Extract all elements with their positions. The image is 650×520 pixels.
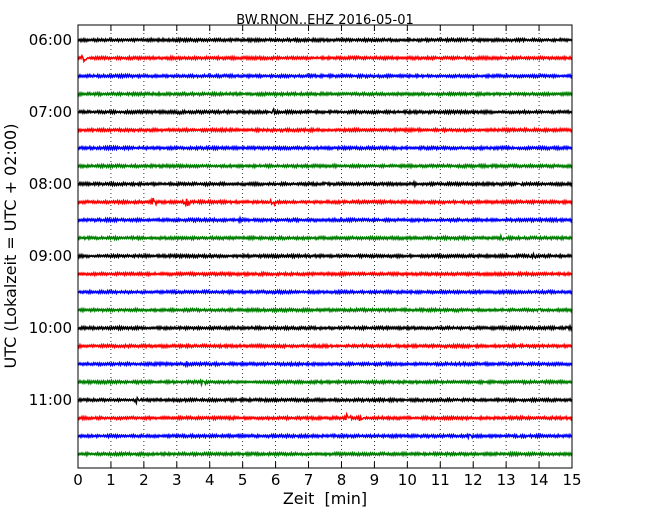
x-tick-label: 5	[238, 471, 248, 489]
trace-line	[77, 306, 573, 314]
trace-line	[77, 232, 573, 242]
axes-frame	[77, 24, 573, 469]
trace-line	[77, 432, 573, 441]
trace-line	[77, 179, 573, 189]
x-tick-label: 9	[370, 471, 380, 489]
trace-line	[77, 126, 573, 134]
trace-line	[77, 360, 573, 369]
y-tick-label: 09:00	[29, 247, 72, 265]
y-axis-label: UTC (Lokalzeit = UTC + 02:00)	[1, 124, 20, 369]
trace-line	[77, 215, 573, 225]
trace-line	[77, 450, 573, 458]
x-tick-label: 7	[304, 471, 314, 489]
trace-line	[77, 342, 573, 350]
trace-line	[77, 162, 573, 170]
trace-line	[77, 53, 573, 64]
trace-line	[77, 378, 573, 388]
trace-line	[77, 197, 573, 208]
trace-line	[77, 144, 573, 152]
x-axis-label: Zeit [min]	[283, 489, 367, 508]
x-tick-label: 12	[464, 471, 483, 489]
x-tick-label: 15	[562, 471, 581, 489]
trace-line	[77, 72, 573, 80]
x-axis: 0 1 2 3 4 5 6 7 8 9 10 11 12 13 14 15	[73, 25, 582, 489]
x-tick-label: 14	[530, 471, 549, 489]
x-tick-label: 2	[139, 471, 149, 489]
trace-line	[77, 107, 573, 116]
y-tick-label: 07:00	[29, 103, 72, 121]
x-tick-label: 13	[497, 471, 516, 489]
y-tick-label: 06:00	[29, 31, 72, 49]
x-tick-label: 4	[205, 471, 215, 489]
x-tick-label: 10	[398, 471, 417, 489]
x-tick-label: 0	[73, 471, 83, 489]
x-tick-label: 8	[337, 471, 347, 489]
trace-line	[77, 411, 573, 422]
x-tick-label: 3	[172, 471, 182, 489]
chart-title: BW.RNON..EHZ 2016-05-01	[236, 13, 414, 28]
y-tick-label: 11:00	[29, 391, 72, 409]
trace-line	[77, 36, 573, 44]
y-tick-label: 08:00	[29, 175, 72, 193]
x-tick-label: 1	[106, 471, 116, 489]
trace-group	[77, 36, 573, 458]
y-tick-label: 10:00	[29, 319, 72, 337]
trace-line	[77, 270, 573, 278]
trace-line	[77, 90, 573, 98]
trace-line	[77, 395, 573, 406]
y-axis: 06:00 07:00 08:00 09:00 10:00 11:00	[29, 31, 572, 409]
trace-line	[77, 323, 573, 332]
trace-line	[77, 251, 573, 261]
x-tick-label: 6	[271, 471, 281, 489]
x-tick-label: 11	[431, 471, 450, 489]
trace-line	[77, 288, 573, 296]
